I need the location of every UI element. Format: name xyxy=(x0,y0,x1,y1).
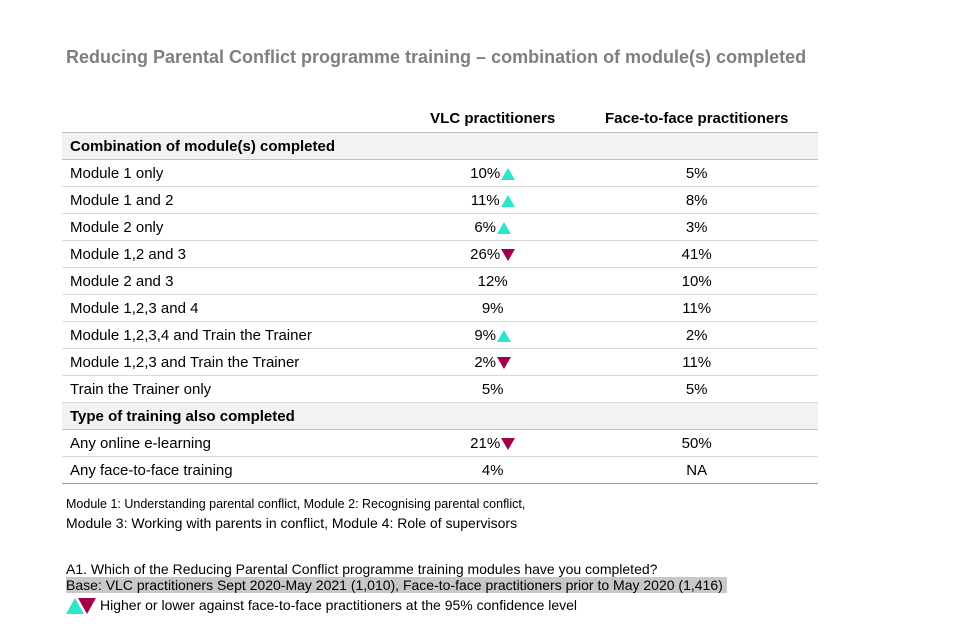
table-row: Any face-to-face training 4% NA xyxy=(62,456,818,484)
table-row: Module 1 and 2 11% 8% xyxy=(62,186,818,214)
vlc-value: 2% xyxy=(410,348,576,376)
row-label: Module 1 only xyxy=(62,159,410,187)
question-note: A1. Which of the Reducing Parental Confl… xyxy=(66,561,658,577)
vlc-value: 5% xyxy=(410,375,576,403)
vlc-value: 21% xyxy=(410,429,576,457)
vlc-value: 9% xyxy=(410,321,576,349)
row-label: Any online e-learning xyxy=(62,429,410,457)
vlc-value: 12% xyxy=(410,267,576,295)
vlc-value: 4% xyxy=(410,456,576,484)
f2f-value: NA xyxy=(575,456,818,484)
section-header: Combination of module(s) completed xyxy=(62,132,818,160)
f2f-value: 50% xyxy=(575,429,818,457)
triangle-down-icon xyxy=(501,437,516,450)
modules-note-1: Module 1: Understanding parental conflic… xyxy=(66,497,526,511)
section-title: Type of training also completed xyxy=(62,402,410,430)
table-row: Module 2 only 6% 3% xyxy=(62,213,818,241)
f2f-value: 11% xyxy=(575,294,818,322)
table-row: Module 1,2 and 3 26% 41% xyxy=(62,240,818,268)
f2f-value: 2% xyxy=(575,321,818,349)
results-table: VLC practitioners Face-to-face practitio… xyxy=(62,105,818,484)
triangle-up-icon xyxy=(500,194,515,207)
table-row: Any online e-learning 21% 50% xyxy=(62,429,818,457)
row-label: Module 1,2 and 3 xyxy=(62,240,410,268)
vlc-value: 9% xyxy=(410,294,576,322)
f2f-value: 5% xyxy=(575,159,818,187)
column-header-f2f: Face-to-face practitioners xyxy=(575,105,818,133)
legend: Higher or lower against face-to-face pra… xyxy=(66,597,578,615)
table-header: VLC practitioners Face-to-face practitio… xyxy=(62,105,818,133)
triangle-down-icon xyxy=(497,356,512,369)
row-label: Train the Trainer only xyxy=(62,375,410,403)
f2f-value: 41% xyxy=(575,240,818,268)
modules-note-2: Module 3: Working with parents in confli… xyxy=(66,515,518,531)
vlc-value: 6% xyxy=(410,213,576,241)
table-row: Train the Trainer only 5% 5% xyxy=(62,375,818,403)
triangle-down-icon xyxy=(78,598,96,615)
f2f-value: 11% xyxy=(575,348,818,376)
table-row: Module 1,2,3,4 and Train the Trainer 9% … xyxy=(62,321,818,349)
table-row: Module 1,2,3 and 4 9% 11% xyxy=(62,294,818,322)
row-label: Module 1,2,3 and 4 xyxy=(62,294,410,322)
page-title: Reducing Parental Conflict programme tra… xyxy=(66,47,807,67)
vlc-value: 11% xyxy=(410,186,576,214)
row-label: Module 2 only xyxy=(62,213,410,241)
table-row: Module 1 only 10% 5% xyxy=(62,159,818,187)
legend-text: Higher or lower against face-to-face pra… xyxy=(100,597,578,613)
table-row: Module 2 and 3 12% 10% xyxy=(62,267,818,295)
column-header-vlc: VLC practitioners xyxy=(410,105,576,133)
triangle-up-icon xyxy=(501,167,516,180)
triangle-up-icon xyxy=(497,329,512,342)
table-row: Module 1,2,3 and Train the Trainer 2% 11… xyxy=(62,348,818,376)
section-header: Type of training also completed xyxy=(62,402,818,430)
row-label: Any face-to-face training xyxy=(62,456,410,484)
f2f-value: 3% xyxy=(575,213,818,241)
f2f-value: 5% xyxy=(575,375,818,403)
section-title: Combination of module(s) completed xyxy=(62,132,410,160)
row-label: Module 1,2,3 and Train the Trainer xyxy=(62,348,410,376)
row-label: Module 1,2,3,4 and Train the Trainer xyxy=(62,321,410,349)
vlc-value: 26% xyxy=(410,240,576,268)
f2f-value: 8% xyxy=(575,186,818,214)
vlc-value: 10% xyxy=(410,159,576,187)
base-note: Base: VLC practitioners Sept 2020-May 20… xyxy=(66,577,727,593)
triangle-up-icon xyxy=(497,221,512,234)
triangle-down-icon xyxy=(501,248,516,261)
row-label: Module 2 and 3 xyxy=(62,267,410,295)
f2f-value: 10% xyxy=(575,267,818,295)
row-label: Module 1 and 2 xyxy=(62,186,410,214)
